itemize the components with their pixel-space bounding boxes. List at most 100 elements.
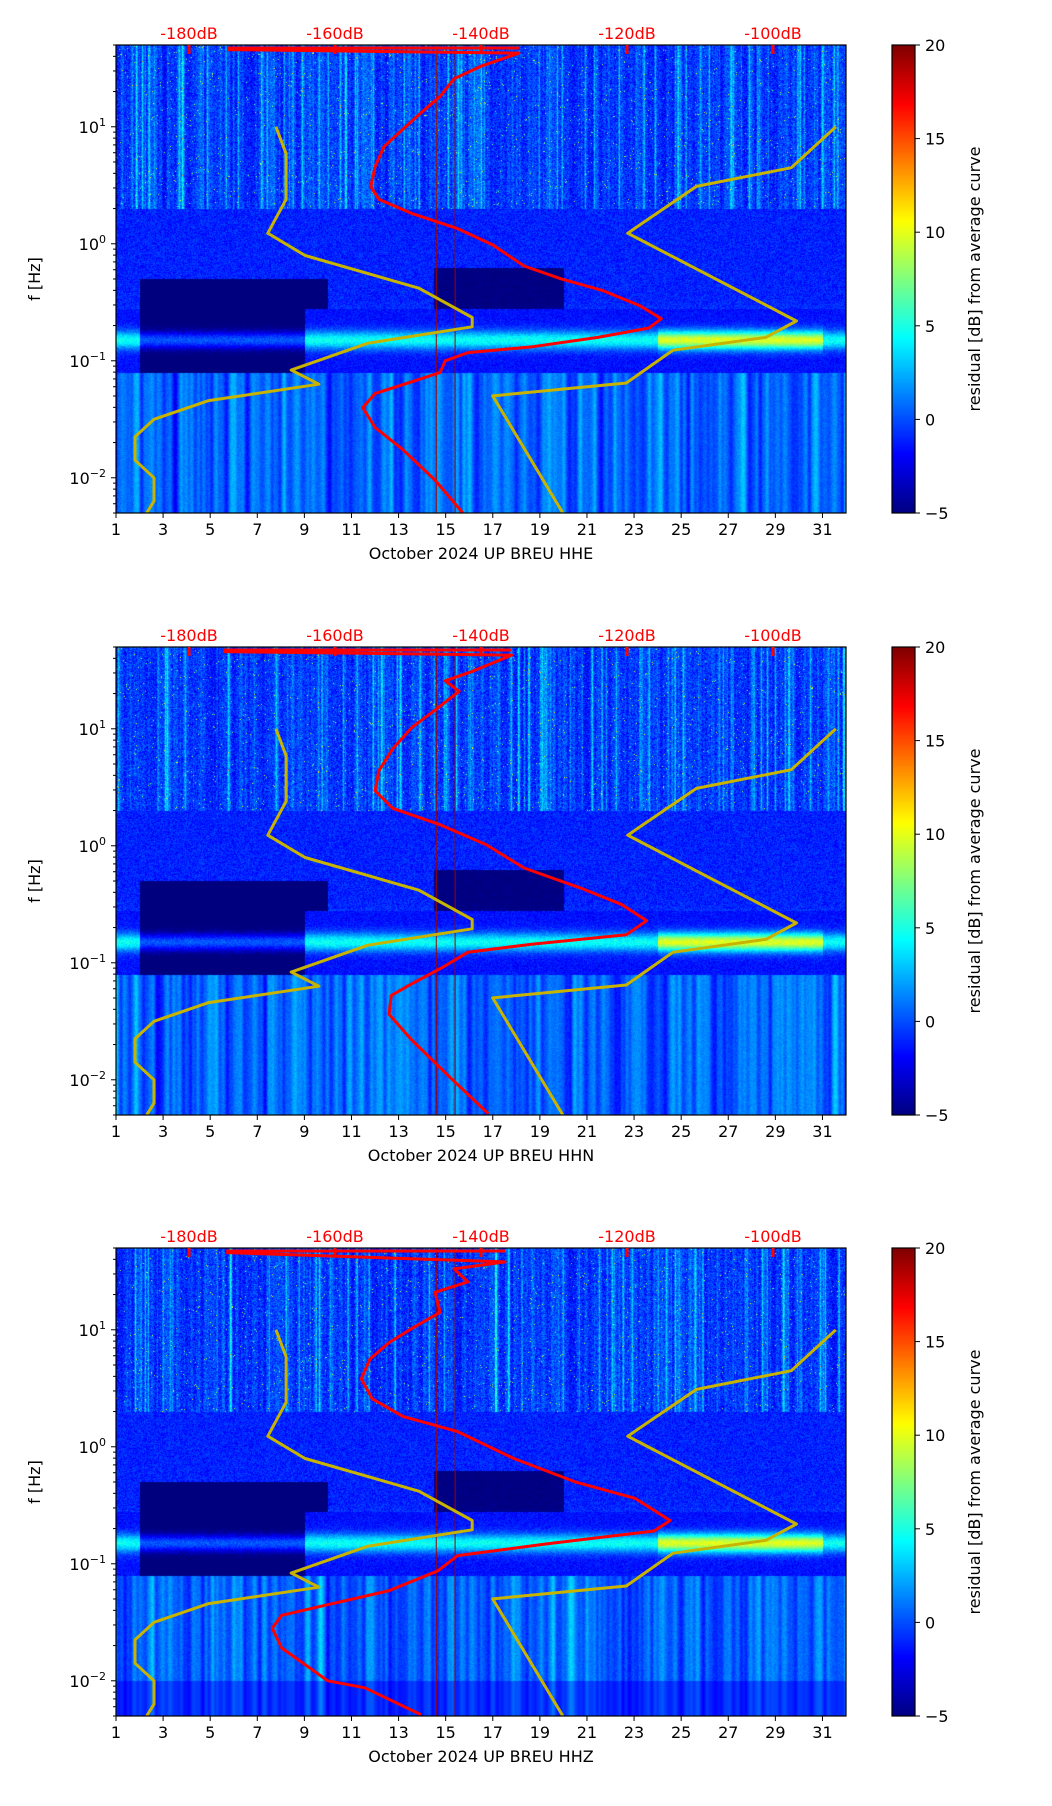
y-tick-label: 10−1 [69,350,106,371]
colorbar-tick-label: 15 [925,130,945,149]
db-tick-label: -100dB [744,24,801,43]
x-tick-label: 1 [111,1723,121,1742]
y-tick-label: 10−2 [69,1068,106,1089]
colorbar-frame [891,645,916,1116]
colorbar-tick-label: 0 [925,1613,935,1632]
y-tick-label: 101 [79,1319,106,1340]
x-tick-label: 3 [158,520,168,539]
x-tick-label: 9 [299,1122,309,1141]
x-tick-label: 29 [765,1122,785,1141]
colorbar-tick-label: 15 [925,1333,945,1352]
colorbar-tick-label: 10 [925,1426,945,1445]
curve-nhnm [491,1328,837,1716]
y-axis-label: f [Hz] [25,859,44,903]
db-tick-label: -100dB [744,1227,801,1246]
x-tick-label: 11 [341,1122,361,1141]
colorbar-tick-label: 20 [925,1239,945,1258]
colorbar-frame [891,1247,916,1717]
db-tick-label: -120dB [598,24,655,43]
spectrogram-panel-2: -180dB -160dB -140dB -120dB -100dB 1 3 5 7 9 11 13 1… [0,602,1052,1204]
x-tick-label: 31 [812,520,832,539]
curve-average-psd [226,1251,672,1716]
db-tick-label: -160dB [306,1227,363,1246]
x-tick-label: 7 [252,1122,262,1141]
db-tick-label: -160dB [306,24,363,43]
x-tick-label: 27 [718,1122,738,1141]
colorbar-tick-label: 20 [925,638,945,657]
curve-nlnm [133,1329,474,1716]
db-tick-label: -120dB [598,626,655,645]
x-tick-label: 15 [435,1723,455,1742]
y-tick-label: 100 [79,1436,106,1457]
colorbar-gradient [892,45,915,513]
y-tick-label: 10−1 [69,951,106,972]
curve-average-psd [223,649,649,1115]
spectrogram-panel-1: -180dB -160dB -140dB -120dB -100dB 1 3 5 7 9 11 13 1… [0,0,1052,602]
y-tick-label: 101 [79,116,106,137]
colorbar-label: residual [dB] from average curve [965,1350,984,1615]
colorbar-tick-label: −5 [925,1707,949,1726]
x-tick-label: 31 [812,1723,832,1742]
y-tick-label: 10−1 [69,1553,106,1574]
x-tick-label: 27 [718,1723,738,1742]
x-tick-label: 25 [671,1723,691,1742]
colorbar-tick-label: 20 [925,36,945,55]
colorbar-gradient [892,1248,915,1716]
colorbar-label: residual [dB] from average curve [965,748,984,1013]
x-axis-label: October 2024 UP BREU HHE [369,544,594,563]
x-tick-label: 19 [530,1122,550,1141]
db-tick-label: -140dB [452,24,509,43]
x-tick-label: 21 [577,1122,597,1141]
x-tick-label: 17 [483,520,503,539]
x-tick-label: 1 [111,1122,121,1141]
x-tick-label: 5 [205,1723,215,1742]
x-tick-label: 27 [718,520,738,539]
x-tick-label: 31 [812,1122,832,1141]
db-tick-label: -160dB [306,626,363,645]
x-tick-label: 19 [530,520,550,539]
db-tick-label: -180dB [160,24,217,43]
y-axis-label: f [Hz] [25,1460,44,1504]
curve-average-psd [226,48,663,513]
x-tick-label: 23 [624,1723,644,1742]
x-tick-label: 9 [299,1723,309,1742]
colorbar-tick-label: 5 [925,1520,935,1539]
db-tick-label: -120dB [598,1227,655,1246]
x-tick-label: 23 [624,1122,644,1141]
colorbar-tick-label: 5 [925,317,935,336]
y-tick-label: 10−2 [69,1670,106,1691]
x-tick-label: 13 [388,1122,408,1141]
plot-frame [115,645,847,1116]
x-tick-label: 25 [671,520,691,539]
x-tick-label: 3 [158,1122,168,1141]
x-tick-label: 3 [158,1723,168,1742]
y-tick-label: 100 [79,834,106,855]
x-tick-label: 21 [577,520,597,539]
colorbar-tick-label: 10 [925,223,945,242]
db-tick-label: -140dB [452,1227,509,1246]
x-tick-label: 15 [435,1122,455,1141]
y-tick-label: 101 [79,717,106,738]
db-tick-label: -140dB [452,626,509,645]
colorbar-tick-label: 10 [925,825,945,844]
curve-nhnm [491,727,837,1115]
x-axis-label: October 2024 UP BREU HHN [368,1146,594,1165]
x-tick-label: 29 [765,520,785,539]
x-tick-label: 9 [299,520,309,539]
x-tick-label: 11 [341,1723,361,1742]
colorbar-label: residual [dB] from average curve [965,147,984,412]
colorbar-tick-label: 0 [925,1012,935,1031]
plot-frame [115,1247,847,1717]
plot-frame [115,44,847,514]
db-tick-label: -100dB [744,626,801,645]
colorbar-gradient [892,646,915,1115]
colorbar-tick-label: 15 [925,731,945,750]
curve-nhnm [491,125,837,513]
colorbar-tick-label: 0 [925,410,935,429]
x-tick-label: 29 [765,1723,785,1742]
colorbar-frame [891,44,916,514]
x-tick-label: 1 [111,520,121,539]
